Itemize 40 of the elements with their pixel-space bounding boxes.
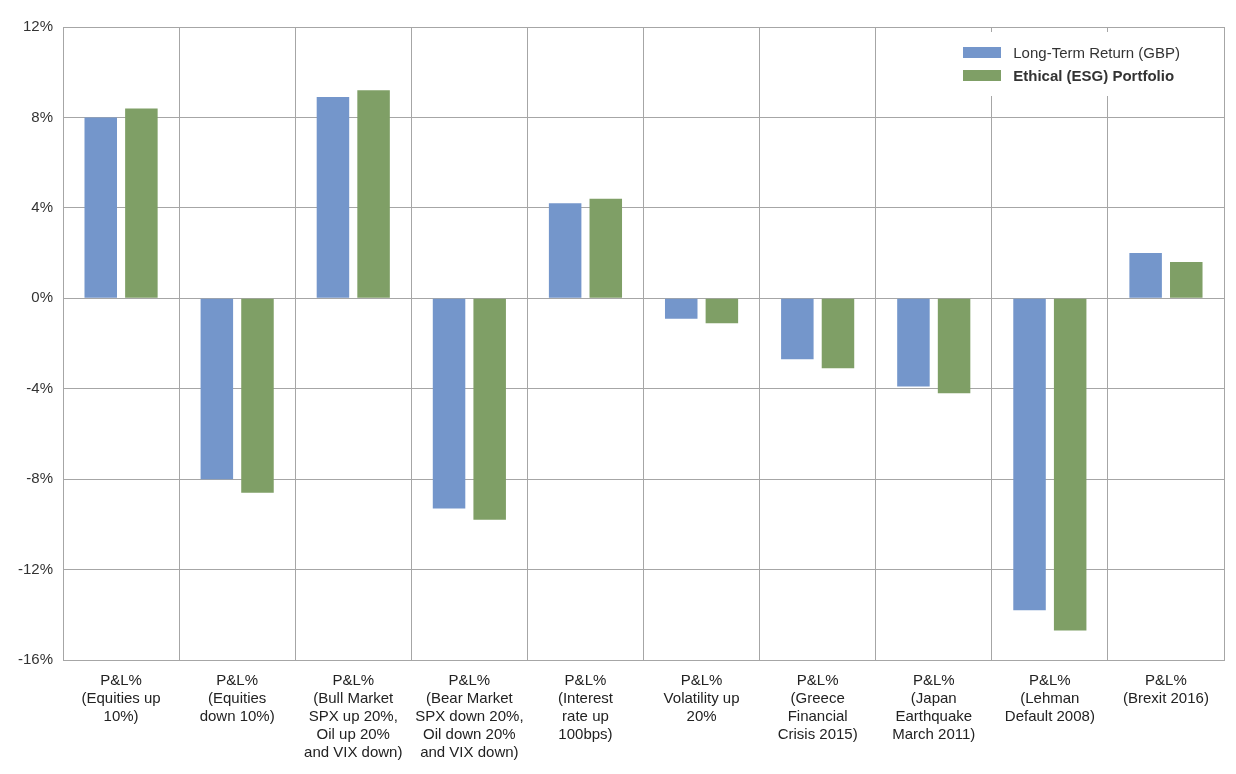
bar xyxy=(937,298,971,394)
legend-label: Ethical (ESG) Portfolio xyxy=(1013,67,1175,84)
x-tick-label: P&L% (Brexit 2016) xyxy=(1123,671,1209,707)
x-tick-label: P&L% (Japan Earthquake March 2011) xyxy=(892,671,976,743)
bar xyxy=(432,298,466,509)
y-tick-label: -4% xyxy=(26,378,54,396)
bar xyxy=(200,298,234,480)
y-tick-label: 8% xyxy=(31,107,54,125)
x-tick-label: P&L% (Bear Market SPX down 20%, Oil down 20% and VIX down) xyxy=(415,671,524,761)
bar xyxy=(589,198,623,298)
x-tick-label: P&L% (Equities down 10%) xyxy=(199,671,275,725)
bar xyxy=(1129,253,1162,298)
y-tick-label: 4% xyxy=(31,198,54,215)
y-tick-label: 0% xyxy=(31,288,54,306)
bar xyxy=(705,298,739,324)
bar xyxy=(1013,298,1046,611)
bar xyxy=(664,298,698,319)
bar xyxy=(125,108,158,298)
bar xyxy=(473,298,506,520)
y-tick-label: -16% xyxy=(17,650,54,668)
x-tick-label: P&L% (Lehman Default 2008) xyxy=(1004,671,1095,725)
bar xyxy=(84,117,117,298)
x-tick-label: P&L% Volatility up 20% xyxy=(663,671,740,725)
x-tick-label: P&L% (Interest rate up 100bps) xyxy=(557,671,614,743)
bar xyxy=(821,298,855,369)
y-tick-label: 12% xyxy=(22,17,54,35)
bar xyxy=(357,90,390,298)
bar xyxy=(316,97,350,298)
x-tick-label: P&L% (Bull Market SPX up 20%, Oil up 20% and VIX down) xyxy=(304,671,403,761)
x-tick-label: P&L% (Greece Financial Crisis 2015) xyxy=(777,671,858,743)
bar xyxy=(781,298,814,360)
bar xyxy=(1170,262,1203,298)
bar xyxy=(1053,298,1087,631)
y-tick-label: -8% xyxy=(26,469,54,487)
x-tick-label: P&L% (Equities up 10%) xyxy=(81,671,161,725)
bar xyxy=(897,298,930,387)
legend-label: Long-Term Return (GBP) xyxy=(1013,44,1180,61)
y-tick-label: -12% xyxy=(17,559,54,577)
bar xyxy=(548,203,582,298)
bar xyxy=(241,298,274,493)
